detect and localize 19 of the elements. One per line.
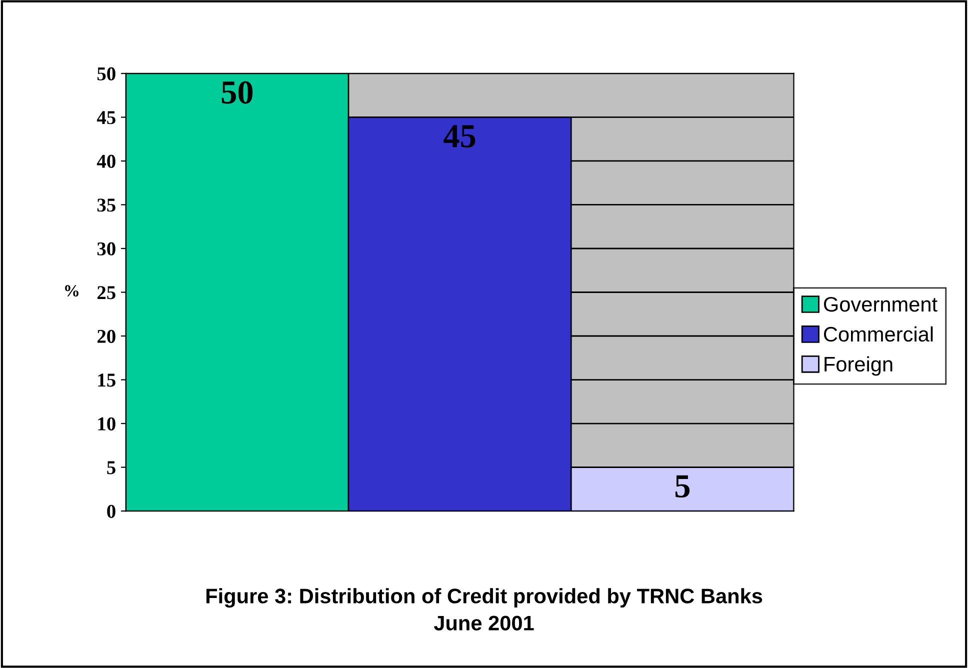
y-tick-label: 50 [97, 67, 116, 80]
y-tick-label: 0 [107, 504, 116, 518]
y-tick-label: 10 [98, 417, 116, 430]
y-tick-label: 20 [97, 330, 116, 343]
data-label: 50 [222, 81, 253, 104]
text: Figure 3: Distribution of Credit provided by TRNC Banks June 2001 [206, 588, 762, 630]
legend-label: Commercial [824, 326, 933, 342]
y-tick-label: 30 [97, 242, 116, 256]
y-tick-label: 15 [98, 374, 116, 387]
data-label: 45 [444, 125, 476, 148]
data-label: 5 [675, 475, 690, 498]
y-tick-label: 5 [107, 461, 116, 474]
y-tick-label: 40 [96, 154, 116, 168]
y-tick-label: 45 [96, 111, 116, 124]
y-tick-label: 25 [97, 286, 116, 300]
legend-label: Foreign [824, 356, 892, 376]
legend-label: Government [824, 296, 938, 312]
y-tick-label: 35 [97, 198, 116, 212]
y-axis-title: % [65, 285, 78, 296]
